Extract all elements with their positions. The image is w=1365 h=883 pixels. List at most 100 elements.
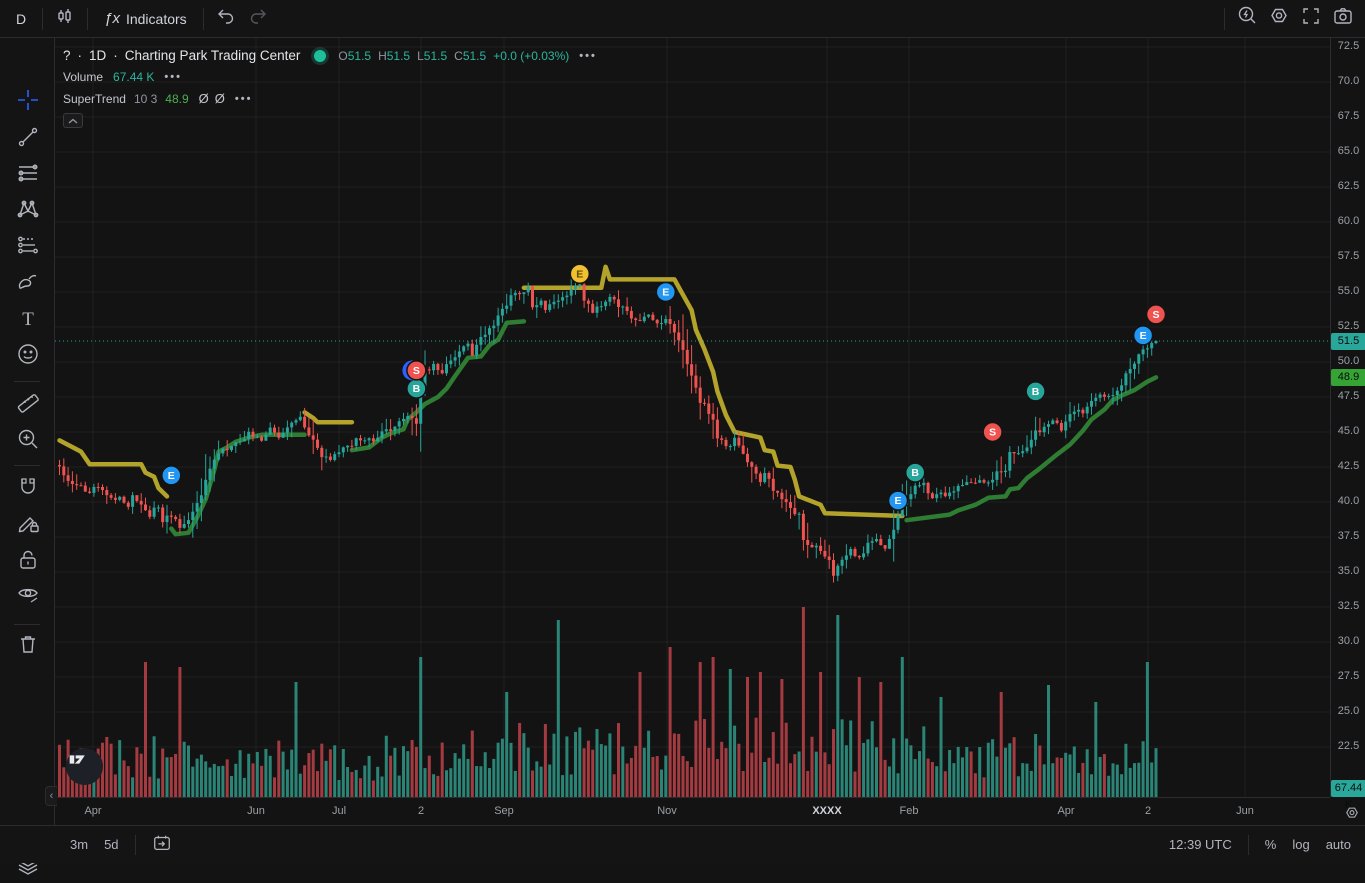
magnet-mode-tool[interactable] bbox=[13, 474, 43, 504]
time-tick[interactable]: Jul bbox=[331, 805, 347, 817]
fullscreen-button[interactable] bbox=[1295, 5, 1327, 33]
redo-button[interactable] bbox=[242, 5, 274, 33]
price-tick: 62.5 bbox=[1337, 180, 1360, 192]
pane-collapse-button[interactable]: ‹ bbox=[45, 786, 57, 806]
price-axis[interactable]: 72.5 70.0 67.5 65.0 62.5 60.0 57.5 55.0 52.5 50.0… bbox=[1330, 38, 1365, 811]
supertrend-params: 10 3 bbox=[133, 91, 158, 106]
legend-collapse-button[interactable] bbox=[63, 113, 83, 128]
interval-label: D bbox=[16, 10, 27, 27]
clock-time[interactable]: 12:39 UTC bbox=[1168, 837, 1232, 852]
price-tick: 27.5 bbox=[1337, 670, 1360, 682]
fullscreen-icon bbox=[1299, 4, 1323, 33]
left-drawing-toolbar: T bbox=[0, 38, 55, 875]
eye-slash-icon bbox=[15, 581, 41, 612]
trend-line-tool[interactable] bbox=[13, 124, 43, 154]
chevron-up-icon bbox=[68, 112, 78, 130]
supertrend-more-button[interactable]: ••• bbox=[234, 92, 253, 105]
undo-button[interactable] bbox=[210, 5, 242, 33]
cursor-crosshair-tool[interactable] bbox=[13, 87, 43, 117]
drawing-mode-lock-tool[interactable] bbox=[13, 510, 43, 540]
axis-settings-button[interactable] bbox=[1341, 802, 1363, 824]
percent-scale-button[interactable]: % bbox=[1264, 837, 1277, 852]
price-tick: 57.5 bbox=[1337, 250, 1360, 262]
candles-icon bbox=[54, 5, 76, 32]
toolbar-separator bbox=[87, 7, 89, 30]
time-tick[interactable]: 2 bbox=[417, 805, 425, 817]
range-5d-button[interactable]: 5d bbox=[104, 837, 119, 852]
lock-all-drawings-tool[interactable] bbox=[13, 547, 43, 577]
toolbar-separator bbox=[134, 834, 136, 855]
zoom-in-tool[interactable] bbox=[13, 426, 43, 456]
time-tick[interactable]: Jun bbox=[1236, 805, 1254, 817]
camera-icon bbox=[1331, 4, 1355, 33]
price-tick: 55.0 bbox=[1337, 285, 1360, 297]
hide-indicator-icon[interactable]: Ø bbox=[198, 91, 209, 106]
lock-icon bbox=[15, 547, 41, 578]
go-to-date-button[interactable] bbox=[144, 829, 180, 860]
log-scale-button[interactable]: log bbox=[1292, 837, 1310, 852]
time-tick[interactable]: Jun bbox=[247, 805, 265, 817]
price-tick: 67.5 bbox=[1337, 110, 1360, 122]
fib-retracement-tool[interactable] bbox=[13, 160, 43, 190]
time-axis[interactable]: Apr Jun Jul 2 Sep Nov XXXX Feb Apr 2 Jun bbox=[55, 797, 1330, 825]
emoji-tool[interactable] bbox=[13, 341, 43, 371]
axis-badge: 67.44 K bbox=[1331, 780, 1365, 811]
bottom-toolbar-right: 12:39 UTC % log auto bbox=[1161, 833, 1365, 856]
price-tick: 37.5 bbox=[1337, 530, 1360, 542]
time-tick[interactable]: XXXX bbox=[812, 805, 842, 817]
volume-more-button[interactable]: ••• bbox=[164, 71, 182, 83]
change-value: +0.0 (+0.03%) bbox=[493, 48, 570, 63]
interval-button[interactable]: D bbox=[6, 5, 36, 33]
time-tick[interactable]: Nov bbox=[657, 805, 677, 817]
auto-scale-button[interactable]: auto bbox=[1325, 837, 1351, 852]
supertrend-label: SuperTrend bbox=[63, 91, 126, 106]
toolbar-divider bbox=[14, 624, 40, 625]
price-tick: 42.5 bbox=[1337, 460, 1360, 472]
toolbar-divider bbox=[14, 465, 40, 466]
price-tick: 60.0 bbox=[1337, 215, 1360, 227]
tradingview-logo bbox=[66, 748, 103, 785]
separator-dot: · bbox=[77, 48, 83, 63]
supertrend-row[interactable]: SuperTrend 10 3 48.9 Ø Ø ••• bbox=[63, 91, 597, 106]
price-tick: 72.5 bbox=[1337, 40, 1360, 52]
chart-type-button[interactable] bbox=[49, 5, 81, 33]
time-tick[interactable]: Apr bbox=[84, 805, 102, 817]
range-3m-button[interactable]: 3m bbox=[70, 837, 89, 852]
xabcd-pattern-tool[interactable] bbox=[13, 196, 43, 226]
symbol-row[interactable]: ? · 1D · Charting Park Trading Center O5… bbox=[63, 48, 597, 63]
text-icon: T bbox=[22, 309, 34, 330]
svg-text:B: B bbox=[911, 467, 919, 479]
fx-icon: ƒx bbox=[104, 10, 120, 27]
projection-icon bbox=[15, 232, 41, 263]
time-tick[interactable]: 2 bbox=[1144, 805, 1152, 817]
hide-indicator-icon[interactable]: Ø bbox=[214, 91, 225, 106]
xabcd-pattern-icon bbox=[15, 196, 41, 227]
magnet-icon bbox=[15, 474, 41, 505]
price-tick: 22.5 bbox=[1337, 740, 1360, 752]
settings-button[interactable] bbox=[1263, 5, 1295, 33]
symbol-more-button[interactable]: ••• bbox=[579, 49, 597, 62]
measure-tool[interactable] bbox=[13, 388, 43, 418]
axis-badge: 48.9 bbox=[1331, 368, 1365, 386]
svg-text:E: E bbox=[894, 495, 901, 507]
time-tick[interactable]: Feb bbox=[899, 805, 919, 817]
remove-drawings-tool[interactable] bbox=[13, 631, 43, 661]
price-tick: 40.0 bbox=[1337, 495, 1360, 507]
volume-layer bbox=[58, 607, 1158, 797]
time-tick[interactable]: Sep bbox=[494, 805, 514, 817]
candles-layer bbox=[58, 273, 1158, 583]
brush-tool[interactable] bbox=[13, 268, 43, 298]
screenshot-button[interactable] bbox=[1327, 5, 1359, 33]
price-tick: 50.0 bbox=[1337, 355, 1360, 367]
svg-text:E: E bbox=[662, 287, 669, 299]
indicators-button[interactable]: ƒx Indicators bbox=[94, 5, 197, 33]
volume-row[interactable]: Volume 67.44 K ••• bbox=[63, 70, 597, 84]
hide-drawings-tool[interactable] bbox=[13, 581, 43, 611]
gear-icon bbox=[1267, 4, 1291, 33]
projection-tool[interactable] bbox=[13, 232, 43, 262]
quick-search-button[interactable] bbox=[1231, 5, 1263, 33]
text-tool[interactable]: T bbox=[13, 305, 43, 335]
svg-text:B: B bbox=[413, 383, 421, 395]
time-tick[interactable]: Apr bbox=[1057, 805, 1075, 817]
